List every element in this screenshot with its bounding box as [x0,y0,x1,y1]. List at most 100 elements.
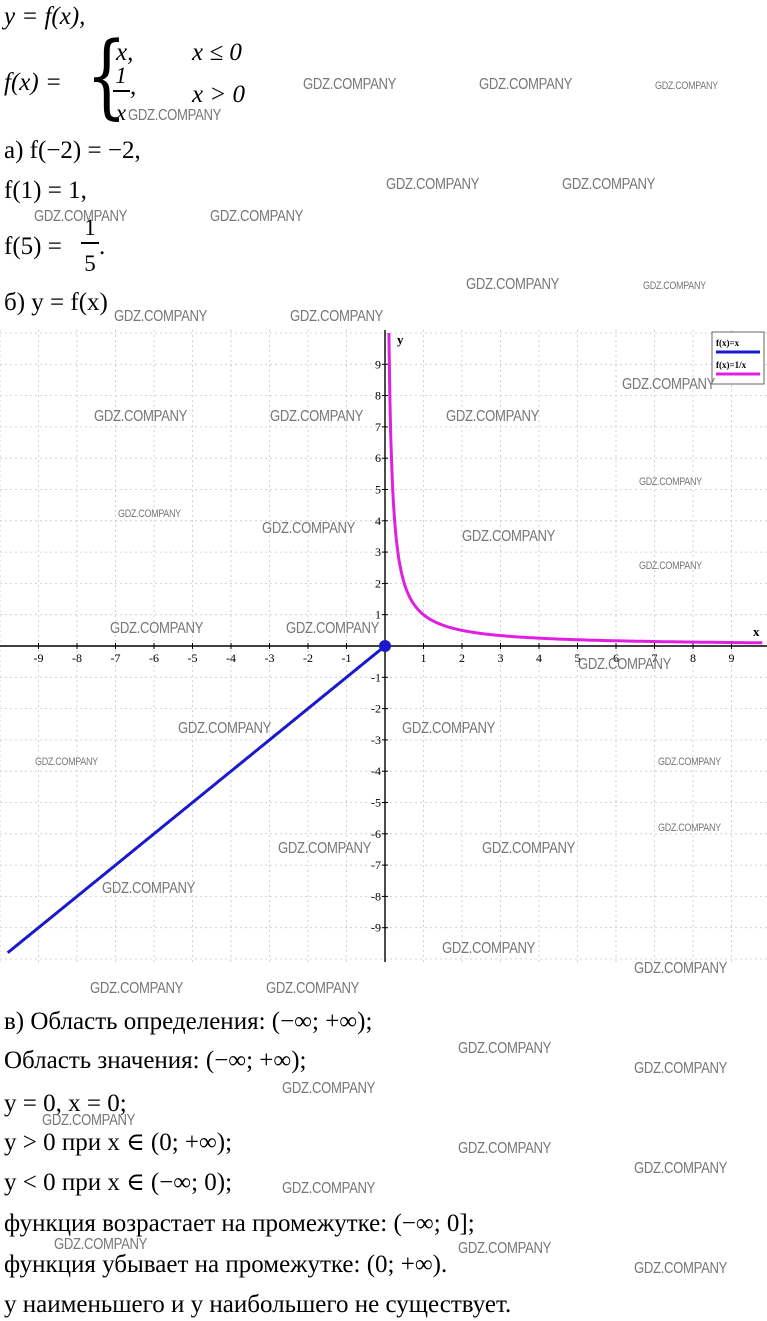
part-a-line2: f(1) = 1, [4,177,87,204]
y-tick-label: 1 [375,608,381,622]
watermark-text: GDZ.COMPANY [658,822,721,834]
series-line-0 [6,644,386,954]
x-tick-label: 7 [652,651,658,665]
watermark-text: GDZ.COMPANY [35,756,98,768]
watermark-text: GDZ.COMPANY [578,656,672,673]
x-tick-label: -3 [265,651,275,665]
function-graph: x y -9 -8 -7 -6 -5 -4 -3 -2 -1 1 2 3 4 5 6 7 8 9 -9 -8 -7 -6 -5 -… [0,330,767,962]
case1-expression: x, [116,39,134,66]
part-a-fraction-bar [81,242,99,244]
y-tick-label: -5 [371,796,381,810]
part-v-zeros: y = 0, x = 0; [4,1090,127,1117]
y-tick-label: 6 [375,451,381,465]
watermark-text: GDZ.COMPANY [634,960,728,977]
case2-comma: , [130,73,137,100]
y-tick-label: -8 [371,889,381,903]
part-v-decreasing: функция убывает на промежутке: (0; +∞). [4,1251,448,1278]
part-a-denominator: 5 [84,251,96,276]
part-v-increasing: функция возрастает на промежутке: (−∞; 0… [4,1210,475,1237]
part-v-negative: y < 0 при x ∈ (−∞; 0); [4,1169,233,1196]
case2-numerator: 1 [115,63,127,88]
watermark-text: GDZ.COMPANY [210,208,304,225]
series-line-1 [387,332,763,645]
watermark-text: GDZ.COMPANY [282,1180,376,1197]
watermark-text: GDZ.COMPANY [639,560,702,572]
part-b-line: б) y = f(x) [4,289,108,316]
legend-label-0: f(x)=x [716,338,740,348]
piecewise-brace: { [86,22,127,129]
x-tick-label: -1 [342,651,352,665]
case1-condition: x ≤ 0 [192,39,242,66]
case2-condition: x > 0 [192,81,245,108]
fx-label: f(x) = [4,69,62,96]
watermark-text: GDZ.COMPANY [386,176,480,193]
part-a-line3-lhs: f(5) = [4,233,62,260]
part-v-domain: в) Область определения: (−∞; +∞); [4,1008,373,1035]
watermark-text: GDZ.COMPANY [634,1060,728,1077]
y-tick-label: 9 [375,357,381,371]
y-tick-label: -1 [371,670,381,684]
watermark-text: GDZ.COMPANY [655,80,718,92]
y-tick-label: 5 [375,483,381,497]
watermark-text: GDZ.COMPANY [622,376,716,393]
watermark-text: GDZ.COMPANY [462,528,556,545]
watermark-text: GDZ.COMPANY [466,276,560,293]
y-axis-label: y [397,332,404,347]
x-tick-label: 1 [421,651,427,665]
watermark-text: GDZ.COMPANY [282,1080,376,1097]
x-tick-label: -6 [149,651,159,665]
part-v-range: Область значения: (−∞; +∞); [4,1047,307,1074]
legend-label-1: f(x)=1/x [716,360,747,370]
part-a-line1: а) f(−2) = −2, [4,137,141,164]
part-v-extrema: y наименьшего и y наибольшего не существ… [4,1291,512,1318]
x-tick-label: 8 [690,651,696,665]
origin-point [379,640,391,652]
watermark-text: GDZ.COMPANY [402,720,496,737]
watermark-text: GDZ.COMPANY [42,1112,136,1129]
watermark-text: GDZ.COMPANY [128,107,222,124]
y-tick-label: 8 [375,389,381,403]
part-v-positive: y > 0 при x ∈ (0; +∞); [4,1129,233,1156]
watermark-text: GDZ.COMPANY [446,408,540,425]
y-tick-label: -7 [371,858,381,872]
case2-fraction-bar [113,90,130,92]
watermark-text: GDZ.COMPANY [178,720,272,737]
watermark-text: GDZ.COMPANY [270,408,364,425]
x-tick-label: -9 [34,651,44,665]
y-tick-label: 2 [375,576,381,590]
watermark-text: GDZ.COMPANY [442,940,536,957]
watermark-text: GDZ.COMPANY [90,980,184,997]
watermark-text: GDZ.COMPANY [94,408,188,425]
watermark-text: GDZ.COMPANY [482,840,576,857]
x-tick-label: -7 [111,651,121,665]
watermark-text: GDZ.COMPANY [54,1236,148,1253]
part-a-period: . [99,233,106,260]
watermark-text: GDZ.COMPANY [34,208,128,225]
x-tick-label: -2 [303,651,313,665]
watermark-text: GDZ.COMPANY [639,476,702,488]
watermark-text: GDZ.COMPANY [479,76,573,93]
case2-denominator: x [115,100,127,125]
watermark-text: GDZ.COMPANY [658,756,721,768]
y-tick-label: -2 [371,702,381,716]
x-tick-label: -8 [72,651,82,665]
watermark-text: GDZ.COMPANY [118,508,181,520]
y-tick-label: -4 [371,764,381,778]
y-tick-label: -6 [371,827,381,841]
x-tick-label: 5 [575,651,581,665]
watermark-text: GDZ.COMPANY [458,1040,552,1057]
y-tick-label: 7 [375,420,381,434]
watermark-text: GDZ.COMPANY [290,308,384,325]
watermark-text: GDZ.COMPANY [634,1260,728,1277]
x-tick-label: 4 [536,651,542,665]
y-tick-label: 3 [375,545,381,559]
watermark-text: GDZ.COMPANY [458,1240,552,1257]
watermark-text: GDZ.COMPANY [458,1140,552,1157]
y-tick-label: -3 [371,733,381,747]
x-tick-label: 6 [613,651,619,665]
x-tick-label: 2 [459,651,465,665]
watermark-text: GDZ.COMPANY [102,880,196,897]
watermark-text: GDZ.COMPANY [266,980,360,997]
watermark-text: GDZ.COMPANY [262,520,356,537]
x-tick-label: 3 [498,651,504,665]
